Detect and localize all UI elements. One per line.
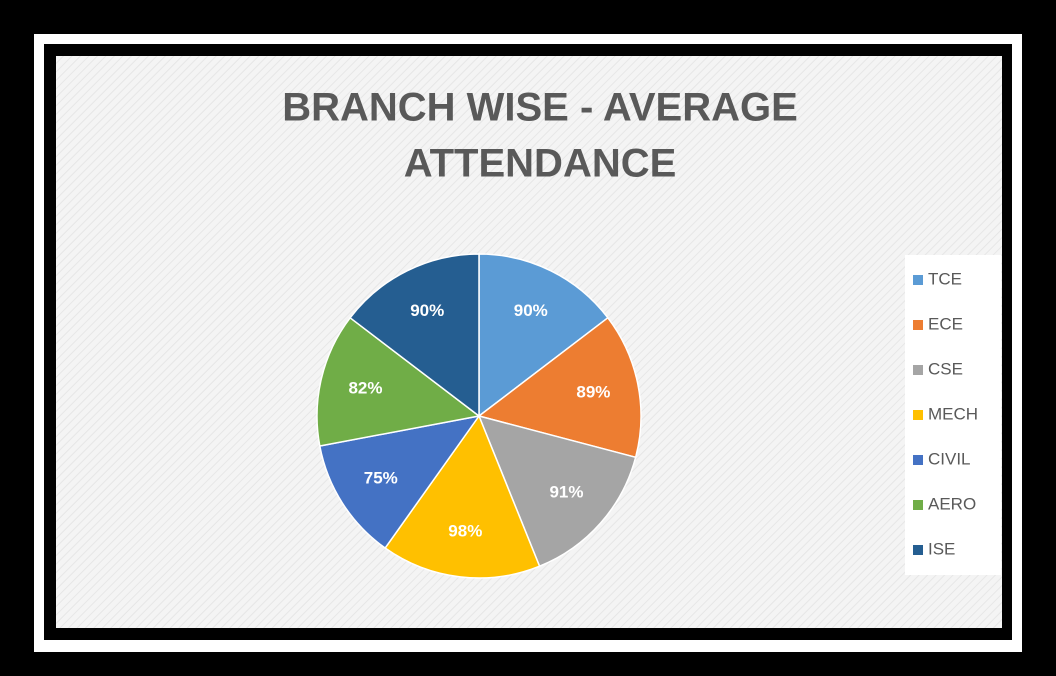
data-label: 90% [410,301,444,320]
legend-label: CIVIL [928,449,971,468]
legend-swatch [913,365,923,375]
data-label: 82% [348,379,382,398]
legend-label: CSE [928,359,963,378]
legend-swatch [913,275,923,285]
data-label: 98% [448,521,482,540]
data-label: 90% [514,301,548,320]
pie-slice [318,414,481,550]
pie-slice [478,253,609,418]
chart-title: ATTENDANCE [404,142,677,186]
legend-label: ECE [928,314,963,333]
legend-label: TCE [928,269,962,288]
legend-swatch [913,500,923,510]
chart-title: BRANCH WISE - AVERAGE [282,86,798,130]
pie-slice [316,316,481,447]
legend-label: AERO [928,494,976,513]
pie-slice [384,414,541,579]
pie-slice [477,316,642,459]
data-label: 89% [576,383,610,402]
data-label: 75% [364,468,398,487]
pie-slice [477,414,637,568]
pie-slice [349,253,480,418]
data-label: 91% [549,483,583,502]
legend-swatch [913,410,923,420]
legend-swatch [913,545,923,555]
legend-swatch [913,455,923,465]
legend-label: MECH [928,404,978,423]
legend-swatch [913,320,923,330]
legend-label: ISE [928,539,955,558]
